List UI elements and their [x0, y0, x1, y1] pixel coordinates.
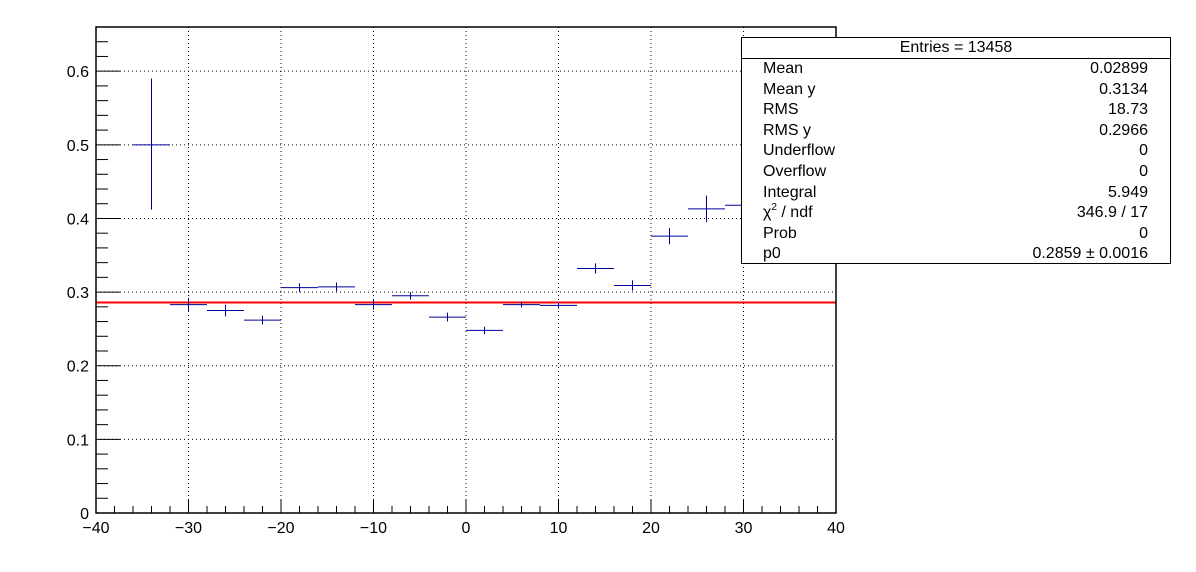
data-point [318, 282, 355, 292]
stats-value: 0.02899 [1090, 60, 1148, 77]
stats-value: 0.2859 ± 0.0016 [1032, 245, 1148, 263]
data-point [170, 297, 207, 312]
stats-value: 18.73 [1107, 101, 1148, 119]
data-point [651, 228, 688, 245]
stats-value: 5.949 [1107, 183, 1148, 201]
data-point [577, 263, 614, 274]
y-tick-label: 0.4 [67, 211, 89, 228]
x-tick-label: 30 [735, 520, 753, 537]
stats-value: 0 [1139, 162, 1148, 180]
axes-layer [95, 26, 837, 514]
stats-label: Mean y [763, 80, 816, 98]
stats-row-mean: Mean 0.02899 [742, 59, 1170, 80]
data-point [503, 301, 540, 308]
stats-value: 0 [1139, 142, 1148, 160]
stats-label: χ2 / ndf [763, 203, 813, 224]
y-tick-label: 0.6 [67, 64, 89, 81]
x-tick-label: −20 [267, 520, 294, 537]
stats-value: 0.2966 [1099, 121, 1148, 139]
stats-label: RMS [763, 101, 799, 119]
y-tick-label: 0.1 [67, 432, 89, 449]
stats-row-rms-y: RMS y 0.2966 [742, 121, 1170, 142]
stats-row-overflow: Overflow 0 [742, 162, 1170, 183]
stats-value: 346.9 / 17 [1076, 204, 1148, 222]
data-point [207, 304, 244, 317]
chi-superscript: 2 [771, 202, 777, 214]
stats-row-rms: RMS 18.73 [742, 100, 1170, 121]
stats-label: p0 [763, 245, 781, 263]
stats-row-prob: Prob 0 [742, 224, 1170, 245]
x-tick-label: −30 [175, 520, 202, 537]
stats-box: Entries = 13458 Mean 0.02899 Mean y 0.31… [741, 37, 1171, 264]
stats-label: RMS y [763, 121, 811, 139]
data-point [244, 315, 281, 325]
data-point [466, 326, 503, 335]
stats-label: Integral [763, 183, 817, 201]
data-point [392, 292, 429, 300]
y-tick-label: 0.2 [67, 359, 89, 376]
x-tick-label: 10 [550, 520, 568, 537]
data-point [133, 78, 170, 210]
stats-value: 0 [1139, 224, 1148, 242]
stats-label: Underflow [763, 142, 836, 160]
y-tick-label: 0.3 [67, 285, 89, 302]
data-point [688, 195, 725, 223]
y-tick-label: 0 [80, 506, 89, 523]
data-points-layer [133, 78, 762, 335]
stats-label: Prob [763, 224, 797, 242]
x-tick-label: −40 [82, 520, 109, 537]
stats-label: Overflow [763, 162, 827, 180]
stats-row-underflow: Underflow 0 [742, 141, 1170, 162]
data-point [614, 280, 651, 291]
stats-label: Mean [763, 60, 804, 77]
stats-row-mean-y: Mean y 0.3134 [742, 80, 1170, 101]
y-tick-label: 0.5 [67, 138, 89, 155]
stats-box-title: Entries = 13458 [742, 38, 1170, 59]
grid-lines [96, 27, 836, 513]
stats-row-chi2-ndf: χ2 / ndf 346.9 / 17 [742, 203, 1170, 224]
data-point [281, 283, 318, 293]
data-point [540, 302, 577, 309]
tick-labels-layer: −40 −30 −20 −10 0 10 20 30 40 0 0.1 0.2 0.3 0.4 0.5 0.6 [67, 64, 845, 537]
data-point [429, 312, 466, 322]
chi-symbol: χ [763, 204, 772, 222]
x-tick-label: 40 [827, 520, 845, 537]
stats-row-integral: Integral 5.949 [742, 183, 1170, 204]
stats-value: 0.3134 [1099, 80, 1148, 98]
chi-label-rest: / ndf [776, 204, 813, 222]
x-tick-label: −10 [360, 520, 387, 537]
data-point [355, 299, 392, 310]
x-tick-label: 0 [462, 520, 471, 537]
stats-row-p0: p0 0.2859 ± 0.0016 [742, 244, 1170, 265]
x-tick-label: 20 [642, 520, 660, 537]
